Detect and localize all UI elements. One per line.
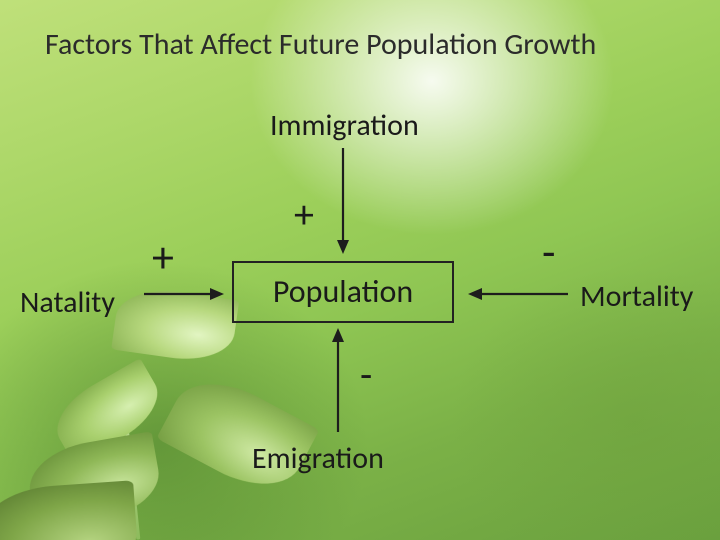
slide-title: Factors That Affect Future Population Gr… xyxy=(45,26,596,63)
natality-label: Natality xyxy=(20,284,115,321)
arrow-natality xyxy=(136,286,232,302)
mortality-label: Mortality xyxy=(580,278,693,315)
slide-stage: Factors That Affect Future Population Gr… xyxy=(0,0,720,540)
immigration-label: Immigration xyxy=(270,107,419,144)
natality-sign: + xyxy=(152,230,174,284)
emigration-sign: - xyxy=(360,350,372,399)
arrow-emigration xyxy=(330,320,346,440)
population-box: Population xyxy=(232,261,454,323)
arrow-mortality xyxy=(460,286,576,302)
immigration-sign: + xyxy=(294,190,314,239)
population-label: Population xyxy=(234,263,452,321)
mortality-sign: - xyxy=(542,225,555,279)
arrow-immigration xyxy=(335,140,351,262)
emigration-label: Emigration xyxy=(252,440,384,477)
